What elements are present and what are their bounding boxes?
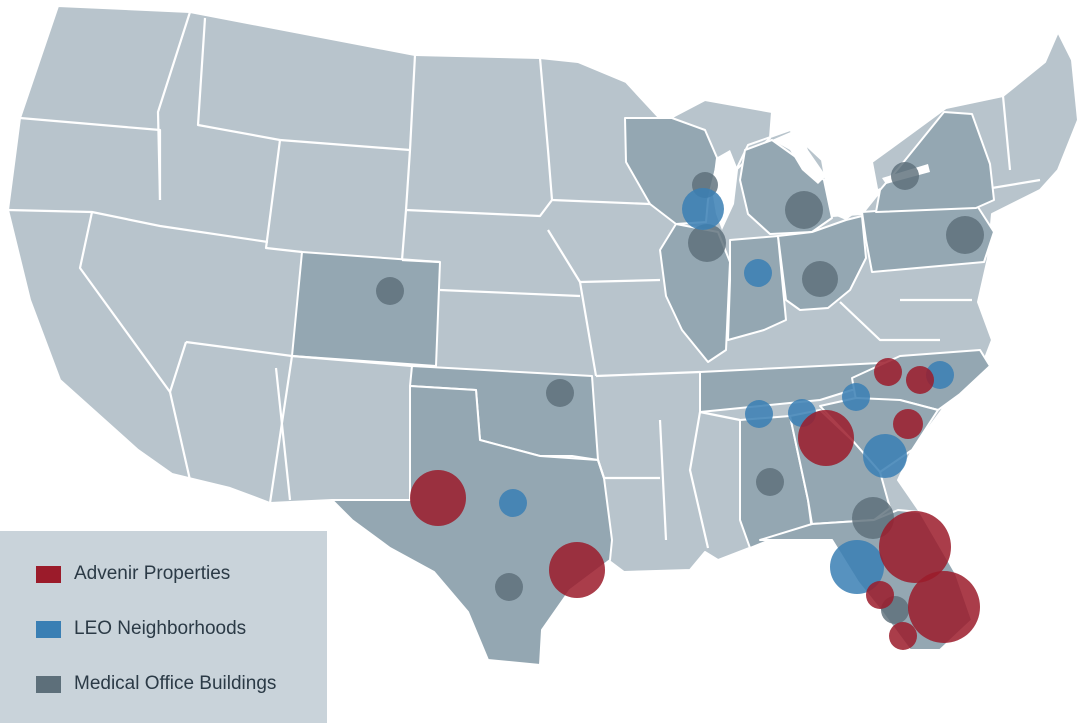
map-legend: Advenir Properties LEO Neighborhoods Med…	[0, 531, 327, 723]
advenir-marker[interactable]	[879, 511, 951, 583]
advenir-marker[interactable]	[874, 358, 902, 386]
medical-marker[interactable]	[802, 261, 838, 297]
advenir-marker[interactable]	[410, 470, 466, 526]
state-borders	[7, 11, 1041, 549]
leo-marker[interactable]	[745, 400, 773, 428]
medical-swatch	[36, 675, 61, 693]
medical-marker[interactable]	[891, 162, 919, 190]
lake-huron	[772, 128, 826, 184]
leo-marker[interactable]	[842, 383, 870, 411]
lake-erie	[832, 188, 880, 220]
leo-marker[interactable]	[744, 259, 772, 287]
medical-marker[interactable]	[756, 468, 784, 496]
leo-marker[interactable]	[682, 188, 724, 230]
medical-marker[interactable]	[688, 224, 726, 262]
advenir-marker[interactable]	[549, 542, 605, 598]
advenir-marker[interactable]	[893, 409, 923, 439]
medical-marker[interactable]	[946, 216, 984, 254]
state-colorado	[291, 251, 441, 367]
state-texas	[331, 385, 613, 666]
medical-marker[interactable]	[495, 573, 523, 601]
medical-marker[interactable]	[852, 497, 894, 539]
state-indiana	[727, 235, 787, 341]
advenir-marker[interactable]	[906, 366, 934, 394]
leo-marker[interactable]	[830, 540, 884, 594]
legend-item-leo: LEO Neighborhoods	[36, 617, 246, 641]
advenir-marker[interactable]	[866, 581, 894, 609]
advenir-swatch	[36, 565, 61, 583]
legend-label: Medical Office Buildings	[74, 673, 277, 694]
advenir-marker[interactable]	[889, 622, 917, 650]
advenir-marker[interactable]	[798, 410, 854, 466]
leo-marker[interactable]	[863, 434, 907, 478]
legend-label: Advenir Properties	[74, 563, 231, 584]
leo-swatch	[36, 620, 61, 638]
legend-item-medical: Medical Office Buildings	[36, 672, 276, 696]
leo-marker[interactable]	[499, 489, 527, 517]
medical-marker[interactable]	[785, 191, 823, 229]
property-markers	[376, 162, 984, 650]
legend-item-advenir: Advenir Properties	[36, 562, 230, 586]
legend-label: LEO Neighborhoods	[74, 618, 247, 639]
medical-marker[interactable]	[546, 379, 574, 407]
advenir-marker[interactable]	[908, 571, 980, 643]
medical-marker[interactable]	[376, 277, 404, 305]
